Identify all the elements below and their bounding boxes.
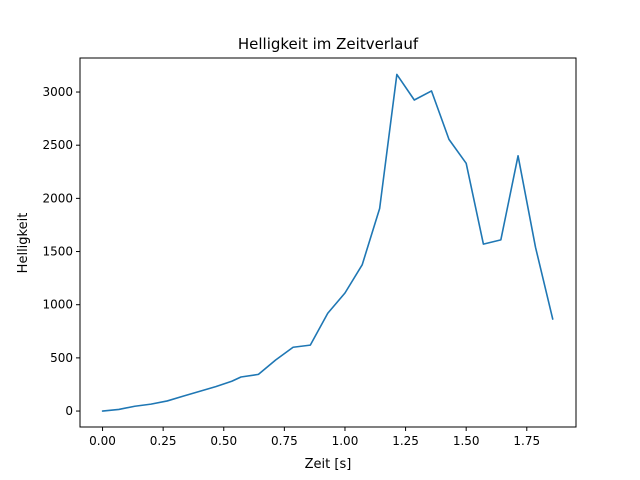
data-point	[215, 385, 217, 387]
data-point	[257, 373, 259, 375]
data-point	[378, 207, 380, 209]
data-point	[413, 99, 415, 101]
data-point	[396, 73, 398, 75]
x-tick-label: 0.25	[150, 434, 177, 448]
x-tick-label: 0.00	[89, 434, 116, 448]
x-tick-label: 1.50	[453, 434, 480, 448]
y-tick-label: 500	[50, 351, 73, 365]
y-tick-label: 1500	[42, 245, 73, 259]
y-axis-label: Helligkeit	[16, 213, 31, 274]
data-point	[361, 264, 363, 266]
data-point	[534, 246, 536, 248]
data-point	[150, 403, 152, 405]
data-point	[309, 344, 311, 346]
x-tick-label: 1.75	[513, 434, 540, 448]
data-point	[274, 359, 276, 361]
data-point	[101, 410, 103, 412]
data-point	[344, 292, 346, 294]
y-tick-label: 3000	[42, 85, 73, 99]
data-point	[482, 243, 484, 245]
x-tick-label: 0.75	[271, 434, 298, 448]
y-tick-label: 2000	[42, 191, 73, 205]
data-point	[552, 318, 554, 320]
data-point	[198, 390, 200, 392]
data-point	[292, 346, 294, 348]
y-tick-label: 1000	[42, 298, 73, 312]
axes-frame	[79, 57, 577, 428]
data-point	[517, 155, 519, 157]
data-point	[231, 380, 233, 382]
plot-area	[101, 73, 554, 412]
x-tick-label: 0.50	[210, 434, 237, 448]
x-tick-label: 1.25	[392, 434, 419, 448]
data-point	[327, 312, 329, 314]
x-axis: 0.00 0.25 0.50 0.75 1.00 1.25 1.50 1.75	[89, 427, 540, 448]
y-axis: 0 500 1000 1500 2000 2500 3000	[42, 85, 80, 418]
data-point	[500, 239, 502, 241]
data-point	[465, 162, 467, 164]
x-axis-label: Zeit [s]	[305, 457, 352, 472]
x-tick-label: 1.00	[332, 434, 359, 448]
data-point	[240, 376, 242, 378]
y-tick-label: 2500	[42, 138, 73, 152]
data-point	[118, 408, 120, 410]
data-point	[166, 400, 168, 402]
data-point	[448, 138, 450, 140]
data-point	[430, 90, 432, 92]
series-line	[101, 73, 554, 412]
data-point	[134, 405, 136, 407]
y-tick-label: 0	[65, 404, 73, 418]
chart-title: Helligkeit im Zeitverlauf	[238, 35, 419, 53]
data-point	[182, 395, 184, 397]
